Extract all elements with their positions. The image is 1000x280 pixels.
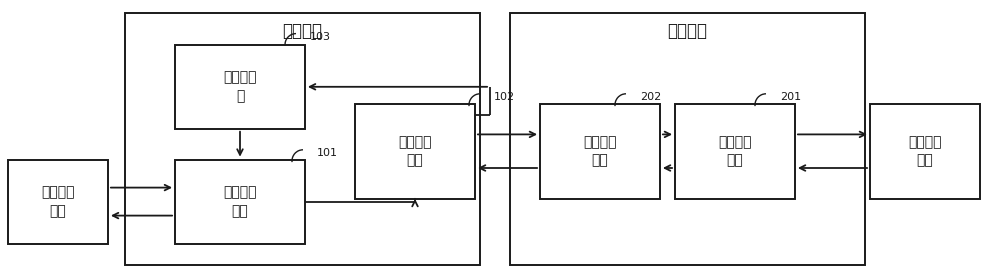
Text: 201: 201 [780, 92, 801, 102]
Text: 202: 202 [640, 92, 661, 102]
Bar [355, 104, 475, 199]
Bar [125, 13, 480, 265]
Text: 第二收发
模块: 第二收发 模块 [718, 135, 752, 167]
Bar [8, 160, 108, 244]
Bar [175, 45, 305, 129]
Text: 第一收发
模块: 第一收发 模块 [223, 185, 257, 218]
Text: 缓冲器模
块: 缓冲器模 块 [223, 71, 257, 103]
Bar [675, 104, 795, 199]
Text: 第二主体: 第二主体 [668, 22, 708, 40]
Bar [175, 160, 305, 244]
Bar [510, 13, 865, 265]
Text: 102: 102 [494, 92, 515, 102]
Text: 第一光纤
模块: 第一光纤 模块 [398, 135, 432, 167]
Text: 101: 101 [317, 148, 338, 158]
Bar [870, 104, 980, 199]
Text: 从站通信
设备: 从站通信 设备 [908, 135, 942, 167]
Text: 主站通信
设备: 主站通信 设备 [41, 185, 75, 218]
Bar [540, 104, 660, 199]
Text: 第二光纤
模块: 第二光纤 模块 [583, 135, 617, 167]
Text: 第一主体: 第一主体 [283, 22, 322, 40]
Text: 103: 103 [310, 32, 331, 42]
